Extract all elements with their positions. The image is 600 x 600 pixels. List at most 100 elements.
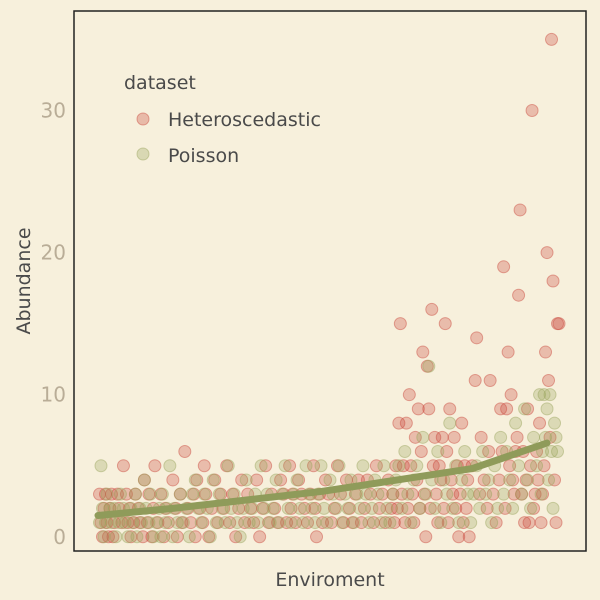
point-heteroscedastic-208 [539, 345, 553, 359]
point-heteroscedastic-109 [372, 501, 386, 515]
point-poisson-129 [452, 516, 466, 530]
point-heteroscedastic-168 [470, 331, 484, 345]
point-heteroscedastic-69 [259, 459, 273, 473]
point-heteroscedastic-115 [387, 516, 401, 530]
point-poisson-133 [464, 516, 478, 530]
point-heteroscedastic-181 [498, 501, 512, 515]
point-poisson-23 [142, 516, 156, 530]
point-heteroscedastic-104 [357, 501, 371, 515]
point-heteroscedastic-81 [292, 473, 306, 487]
point-poisson-136 [473, 501, 487, 515]
legend-label-heteroscedastic: Heteroscedastic [168, 109, 321, 131]
point-poisson-119 [422, 359, 436, 373]
point-heteroscedastic-158 [452, 530, 466, 544]
point-poisson-157 [534, 487, 548, 501]
point-heteroscedastic-45 [190, 473, 204, 487]
point-heteroscedastic-26 [142, 487, 156, 501]
point-heteroscedastic-142 [428, 430, 442, 444]
point-poisson-100 [365, 501, 379, 515]
point-heteroscedastic-66 [250, 473, 264, 487]
point-heteroscedastic-94 [327, 501, 341, 515]
point-heteroscedastic-83 [298, 501, 312, 515]
point-heteroscedastic-185 [504, 388, 518, 402]
point-heteroscedastic-125 [402, 388, 416, 402]
point-heteroscedastic-44 [188, 530, 202, 544]
point-heteroscedastic-84 [301, 516, 315, 530]
point-poisson-67 [266, 501, 280, 515]
point-heteroscedastic-192 [515, 487, 529, 501]
point-heteroscedastic-25 [140, 516, 154, 530]
point-heteroscedastic-99 [342, 501, 356, 515]
point-heteroscedastic-124 [401, 501, 415, 515]
point-poisson-143 [494, 430, 508, 444]
point-heteroscedastic-176 [489, 516, 503, 530]
point-poisson-26 [149, 516, 163, 530]
trend-line [94, 439, 551, 519]
point-heteroscedastic-119 [393, 317, 407, 331]
point-heteroscedastic-152 [443, 402, 457, 416]
point-heteroscedastic-164 [461, 473, 475, 487]
y-tick-label-0: 0 [53, 525, 66, 549]
point-heteroscedastic-90 [316, 516, 330, 530]
point-heteroscedastic-70 [262, 516, 276, 530]
point-poisson-28 [154, 530, 168, 544]
point-heteroscedastic-74 [274, 473, 288, 487]
point-poisson-104 [377, 459, 391, 473]
point-poisson-118 [419, 487, 433, 501]
point-heteroscedastic-43 [187, 487, 201, 501]
point-poisson-13 [118, 516, 132, 530]
point-poisson-92 [341, 501, 355, 515]
point-heteroscedastic-107 [366, 516, 380, 530]
point-heteroscedastic-149 [438, 317, 452, 331]
point-heteroscedastic-140 [425, 302, 439, 316]
point-poisson-30 [158, 516, 172, 530]
legend-marker-heteroscedastic [136, 112, 150, 126]
point-poisson-149 [512, 459, 526, 473]
point-heteroscedastic-113 [384, 501, 398, 515]
point-heteroscedastic-137 [420, 359, 434, 373]
point-heteroscedastic-205 [534, 516, 548, 530]
point-poisson-122 [431, 445, 445, 459]
point-heteroscedastic-11 [110, 487, 124, 501]
point-heteroscedastic-103 [354, 516, 368, 530]
point-heteroscedastic-150 [440, 445, 454, 459]
point-heteroscedastic-203 [531, 473, 545, 487]
point-poisson-162 [542, 473, 556, 487]
point-poisson-63 [254, 459, 268, 473]
point-poisson-39 [182, 530, 196, 544]
point-heteroscedastic-67 [253, 530, 267, 544]
point-heteroscedastic-100 [345, 516, 359, 530]
point-poisson-43 [194, 516, 208, 530]
point-heteroscedastic-161 [456, 516, 470, 530]
point-poisson-126 [443, 416, 457, 430]
point-poisson-1 [94, 459, 108, 473]
point-poisson-25 [146, 530, 160, 544]
point-heteroscedastic-9 [106, 530, 120, 544]
point-poisson-109 [392, 459, 406, 473]
point-poisson-32 [163, 459, 177, 473]
point-poisson-134 [467, 487, 481, 501]
point-heteroscedastic-4 [98, 487, 112, 501]
point-poisson-110 [395, 501, 409, 515]
point-poisson-97 [356, 459, 370, 473]
point-heteroscedastic-40 [178, 445, 192, 459]
point-heteroscedastic-183 [501, 345, 515, 359]
point-poisson-102 [371, 487, 385, 501]
point-heteroscedastic-195 [519, 473, 533, 487]
point-poisson-148 [509, 416, 523, 430]
point-poisson-154 [527, 430, 541, 444]
point-poisson-103 [374, 516, 388, 530]
point-poisson-9 [109, 530, 123, 544]
point-heteroscedastic-108 [369, 459, 383, 473]
point-poisson-125 [440, 487, 454, 501]
point-heteroscedastic-62 [238, 516, 252, 530]
point-heteroscedastic-20 [128, 487, 142, 501]
point-heteroscedastic-86 [307, 459, 321, 473]
point-heteroscedastic-154 [446, 487, 460, 501]
point-heteroscedastic-180 [497, 260, 511, 274]
point-poisson-161 [540, 402, 554, 416]
point-heteroscedastic-147 [435, 430, 449, 444]
point-heteroscedastic-68 [256, 501, 270, 515]
point-poisson-11 [113, 487, 127, 501]
